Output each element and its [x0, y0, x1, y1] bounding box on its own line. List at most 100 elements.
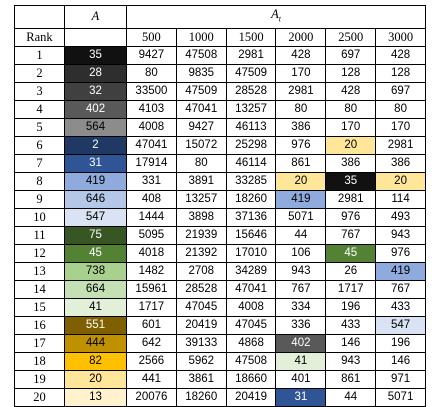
value-cell: 170 [325, 117, 377, 137]
value-cell: 82 [64, 351, 127, 371]
value-cell: 1717 [325, 279, 377, 299]
value-cell: 20 [375, 171, 426, 191]
value-cell: 75 [64, 225, 127, 245]
table-row: 8 419 331 3891 33285 20 35 20 [14, 171, 426, 191]
blank-cell [64, 27, 127, 47]
value-cell: 46113 [225, 117, 277, 137]
value-cell: 444 [64, 333, 127, 353]
value-cell: 3891 [175, 171, 227, 191]
value-cell: 80 [175, 153, 227, 173]
value-cell: 33500 [126, 81, 177, 101]
value-cell: 767 [375, 279, 426, 299]
table-row: 12 45 4018 21392 17010 106 45 976 [14, 243, 426, 263]
table-row: 5 564 4008 9427 46113 386 170 170 [14, 117, 426, 137]
value-cell: 4008 [126, 117, 177, 137]
header-row: A At [14, 5, 426, 29]
value-cell: 738 [64, 261, 127, 281]
value-cell: 33285 [225, 171, 277, 191]
rank-cell: 12 [14, 243, 65, 263]
value-cell: 4103 [126, 99, 177, 119]
table-row: 19 20 441 3861 18660 401 861 971 [14, 369, 426, 389]
value-cell: 47041 [175, 99, 227, 119]
value-cell: 9427 [175, 117, 227, 137]
rank-cell: 18 [14, 351, 65, 371]
value-cell: 170 [375, 117, 426, 137]
rank-cell: 20 [14, 387, 65, 407]
value-cell: 18660 [225, 369, 277, 389]
rank-cell: 14 [14, 279, 65, 299]
column-header: 2000 [275, 27, 327, 47]
value-cell: 976 [275, 135, 327, 155]
value-cell: 408 [126, 189, 177, 209]
value-cell: 861 [325, 369, 377, 389]
value-cell: 20076 [126, 387, 177, 407]
value-cell: 47045 [225, 315, 277, 335]
value-cell: 419 [375, 261, 426, 281]
value-cell: 13257 [175, 189, 227, 209]
value-cell: 41 [64, 297, 127, 317]
table-row: 9 646 408 13257 18260 419 2981 114 [14, 189, 426, 209]
rank-cell: 19 [14, 369, 65, 389]
rank-cell: 4 [14, 99, 65, 119]
value-cell: 35 [325, 171, 377, 191]
value-cell: 861 [275, 153, 327, 173]
a-header: A [64, 5, 127, 29]
value-cell: 547 [375, 315, 426, 335]
table-row: 14 664 15961 28528 47041 767 1717 767 [14, 279, 426, 299]
value-cell: 15646 [225, 225, 277, 245]
column-header: 500 [126, 27, 177, 47]
value-cell: 493 [375, 207, 426, 227]
value-cell: 697 [375, 81, 426, 101]
value-cell: 13 [64, 387, 127, 407]
value-cell: 3898 [175, 207, 227, 227]
value-cell: 2566 [126, 351, 177, 371]
at-subscript: t [278, 14, 281, 24]
table-row: 1 35 9427 47508 2981 428 697 428 [14, 45, 426, 65]
at-header: At [126, 5, 426, 29]
value-cell: 386 [375, 153, 426, 173]
value-cell: 20419 [175, 315, 227, 335]
value-cell: 80 [126, 63, 177, 83]
rank-cell: 16 [14, 315, 65, 335]
value-cell: 18260 [225, 189, 277, 209]
value-cell: 943 [375, 225, 426, 245]
value-cell: 331 [126, 171, 177, 191]
value-cell: 39133 [175, 333, 227, 353]
value-cell: 47509 [225, 63, 277, 83]
value-cell: 433 [375, 297, 426, 317]
value-cell: 2 [64, 135, 127, 155]
value-cell: 47041 [225, 279, 277, 299]
subheader-row: Rank 500 1000 1500 2000 2500 3000 [14, 27, 426, 47]
value-cell: 9835 [175, 63, 227, 83]
column-header: 2500 [325, 27, 377, 47]
value-cell: 170 [275, 63, 327, 83]
value-cell: 547 [64, 207, 127, 227]
table-row: 18 82 2566 5962 47508 41 943 146 [14, 351, 426, 371]
value-cell: 41 [275, 351, 327, 371]
value-cell: 1444 [126, 207, 177, 227]
value-cell: 401 [275, 369, 327, 389]
value-cell: 17914 [126, 153, 177, 173]
value-cell: 46114 [225, 153, 277, 173]
value-cell: 47508 [175, 45, 227, 65]
at-symbol: A [271, 7, 279, 21]
value-cell: 564 [64, 117, 127, 137]
value-cell: 20419 [225, 387, 277, 407]
table-row: 15 41 1717 47045 4008 334 196 433 [14, 297, 426, 317]
value-cell: 646 [64, 189, 127, 209]
table-row: 17 444 642 39133 4868 402 146 196 [14, 333, 426, 353]
value-cell: 419 [64, 171, 127, 191]
value-cell: 2981 [325, 189, 377, 209]
value-cell: 943 [275, 261, 327, 281]
value-cell: 13257 [225, 99, 277, 119]
value-cell: 2981 [225, 45, 277, 65]
value-cell: 441 [126, 369, 177, 389]
rank-cell: 15 [14, 297, 65, 317]
value-cell: 402 [275, 333, 327, 353]
value-cell: 28528 [175, 279, 227, 299]
value-cell: 433 [325, 315, 377, 335]
rank-cell: 8 [14, 171, 65, 191]
rank-cell: 11 [14, 225, 65, 245]
table-row: 6 2 47041 15072 25298 976 20 2981 [14, 135, 426, 155]
